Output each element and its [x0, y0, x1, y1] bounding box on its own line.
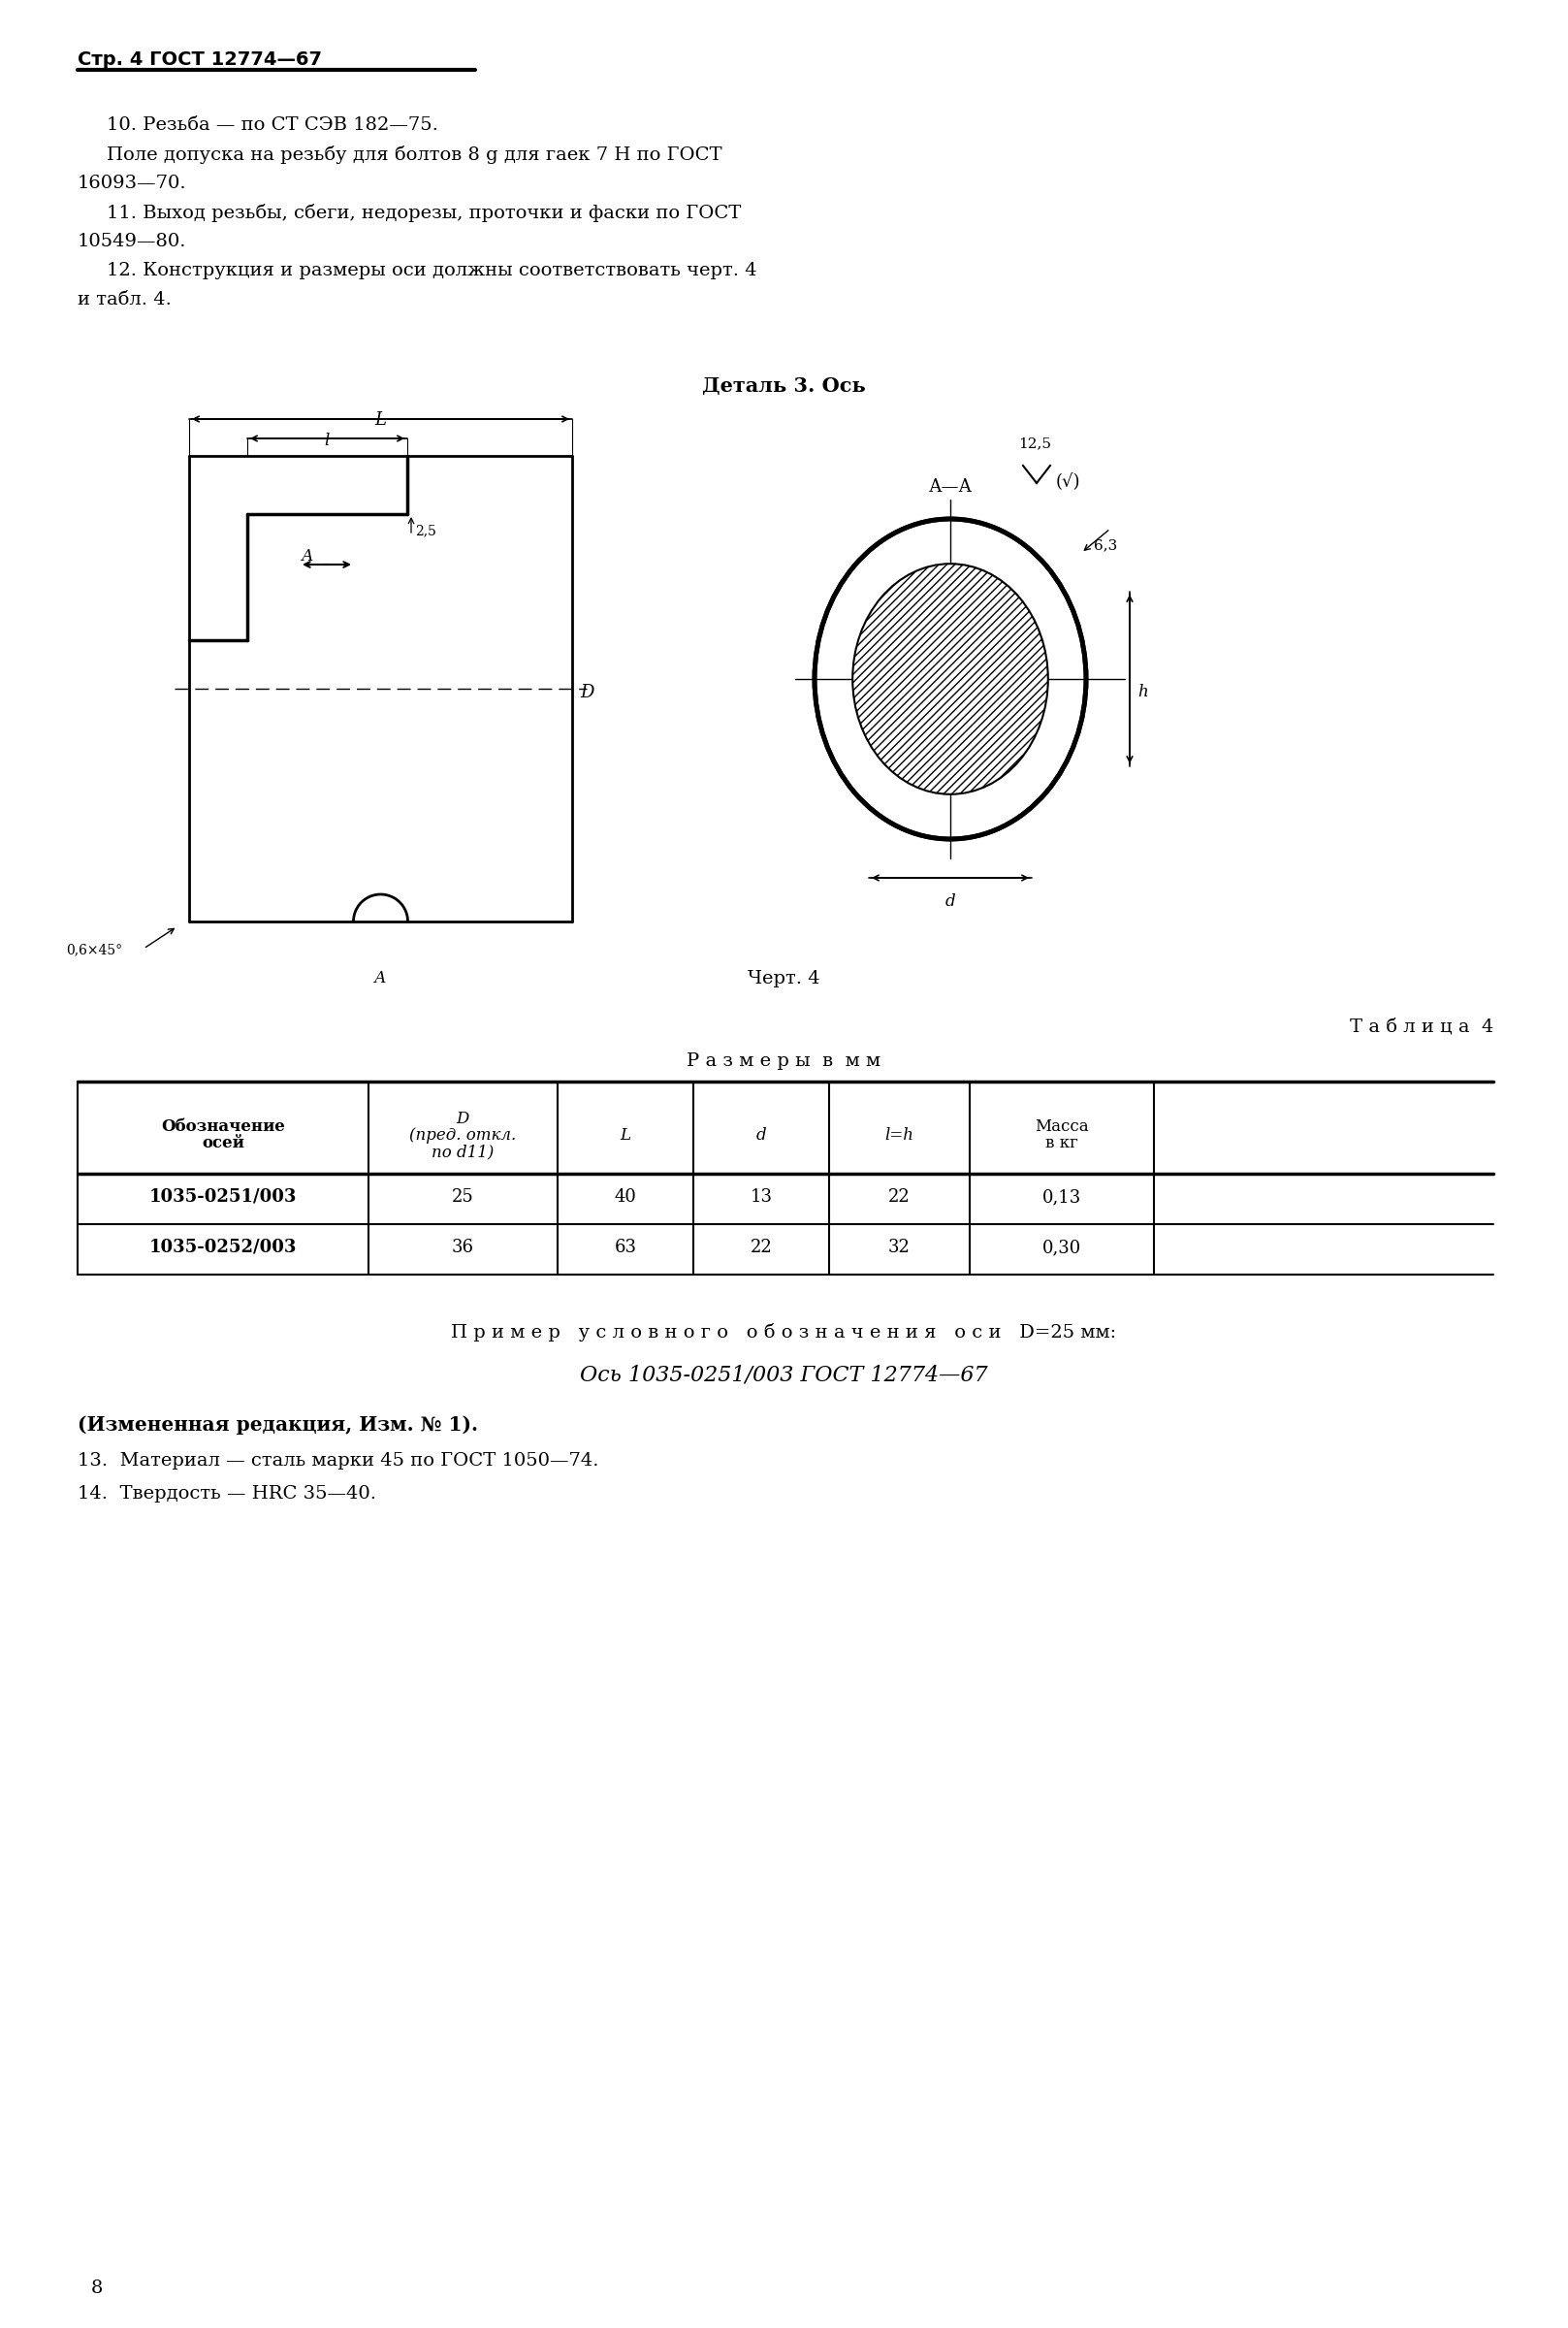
Text: L: L — [619, 1127, 630, 1143]
Text: 13: 13 — [750, 1187, 773, 1206]
Text: Т а б л и ц а  4: Т а б л и ц а 4 — [1350, 1020, 1493, 1036]
Text: h: h — [1137, 684, 1148, 701]
Text: 25: 25 — [452, 1187, 474, 1206]
Text: 8: 8 — [91, 2279, 103, 2298]
Text: 0,6×45°: 0,6×45° — [66, 943, 122, 957]
Text: Р а з м е р ы  в  м м: Р а з м е р ы в м м — [687, 1052, 881, 1071]
Text: А: А — [375, 971, 386, 987]
Text: 63: 63 — [615, 1238, 637, 1257]
Text: d: d — [946, 894, 955, 910]
Text: 11. Выход резьбы, сбеги, недорезы, проточки и фаски по ГОСТ: 11. Выход резьбы, сбеги, недорезы, прото… — [107, 203, 742, 221]
Text: d: d — [756, 1127, 767, 1143]
Text: 12. Конструкция и размеры оси должны соответствовать черт. 4: 12. Конструкция и размеры оси должны соо… — [107, 261, 757, 279]
Text: 22: 22 — [887, 1187, 909, 1206]
Text: 12,5: 12,5 — [1018, 438, 1051, 449]
Text: 0,13: 0,13 — [1043, 1187, 1082, 1206]
Ellipse shape — [814, 519, 1087, 838]
Text: 22: 22 — [750, 1238, 773, 1257]
Text: 1035-0252/003: 1035-0252/003 — [149, 1238, 296, 1257]
Text: 36: 36 — [452, 1238, 474, 1257]
Text: в кг: в кг — [1046, 1134, 1079, 1152]
Text: 10. Резьба — по СТ СЭВ 182—75.: 10. Резьба — по СТ СЭВ 182—75. — [107, 116, 437, 133]
Text: (Измененная редакция, Изм. № 1).: (Измененная редакция, Изм. № 1). — [77, 1415, 478, 1434]
Text: 10549—80.: 10549—80. — [77, 233, 187, 249]
Text: D: D — [456, 1110, 469, 1127]
Text: Масса: Масса — [1035, 1117, 1088, 1134]
Text: D: D — [580, 684, 594, 701]
Text: 32: 32 — [887, 1238, 909, 1257]
Text: 0,30: 0,30 — [1043, 1238, 1082, 1257]
Text: 14.  Твердость — НRC 35—40.: 14. Твердость — НRC 35—40. — [77, 1485, 376, 1502]
Text: 40: 40 — [615, 1187, 637, 1206]
Text: осей: осей — [202, 1134, 245, 1152]
Text: Ось 1035-0251/003 ГОСТ 12774—67: Ось 1035-0251/003 ГОСТ 12774—67 — [580, 1364, 988, 1385]
Text: Обозначение: Обозначение — [162, 1117, 285, 1134]
Text: 1035-0251/003: 1035-0251/003 — [149, 1187, 296, 1206]
Text: 2,5: 2,5 — [416, 524, 436, 538]
Text: (пред. откл.: (пред. откл. — [409, 1127, 516, 1143]
Text: (√): (√) — [1055, 473, 1080, 491]
Text: и табл. 4.: и табл. 4. — [77, 291, 171, 307]
Ellipse shape — [853, 563, 1047, 794]
Text: А—А: А—А — [928, 477, 972, 496]
Text: l=h: l=h — [884, 1127, 914, 1143]
Text: 6,3: 6,3 — [1094, 538, 1118, 552]
Text: Черт. 4: Черт. 4 — [748, 971, 820, 987]
Text: 13.  Материал — сталь марки 45 по ГОСТ 1050—74.: 13. Материал — сталь марки 45 по ГОСТ 10… — [77, 1453, 599, 1469]
Text: П р и м е р   у с л о в н о г о   о б о з н а ч е н и я   о с и   D=25 мм:: П р и м е р у с л о в н о г о о б о з н … — [452, 1322, 1116, 1341]
Text: l: l — [325, 433, 329, 449]
Text: Стр. 4 ГОСТ 12774—67: Стр. 4 ГОСТ 12774—67 — [77, 51, 321, 70]
Text: Деталь 3. Ось: Деталь 3. Ось — [702, 377, 866, 396]
Text: по d11): по d11) — [431, 1143, 494, 1159]
Text: L: L — [375, 412, 386, 428]
Text: Поле допуска на резьбу для болтов 8 g для гаек 7 H по ГОСТ: Поле допуска на резьбу для болтов 8 g дл… — [107, 144, 721, 163]
Text: А: А — [301, 547, 314, 563]
Text: 16093—70.: 16093—70. — [77, 175, 187, 191]
